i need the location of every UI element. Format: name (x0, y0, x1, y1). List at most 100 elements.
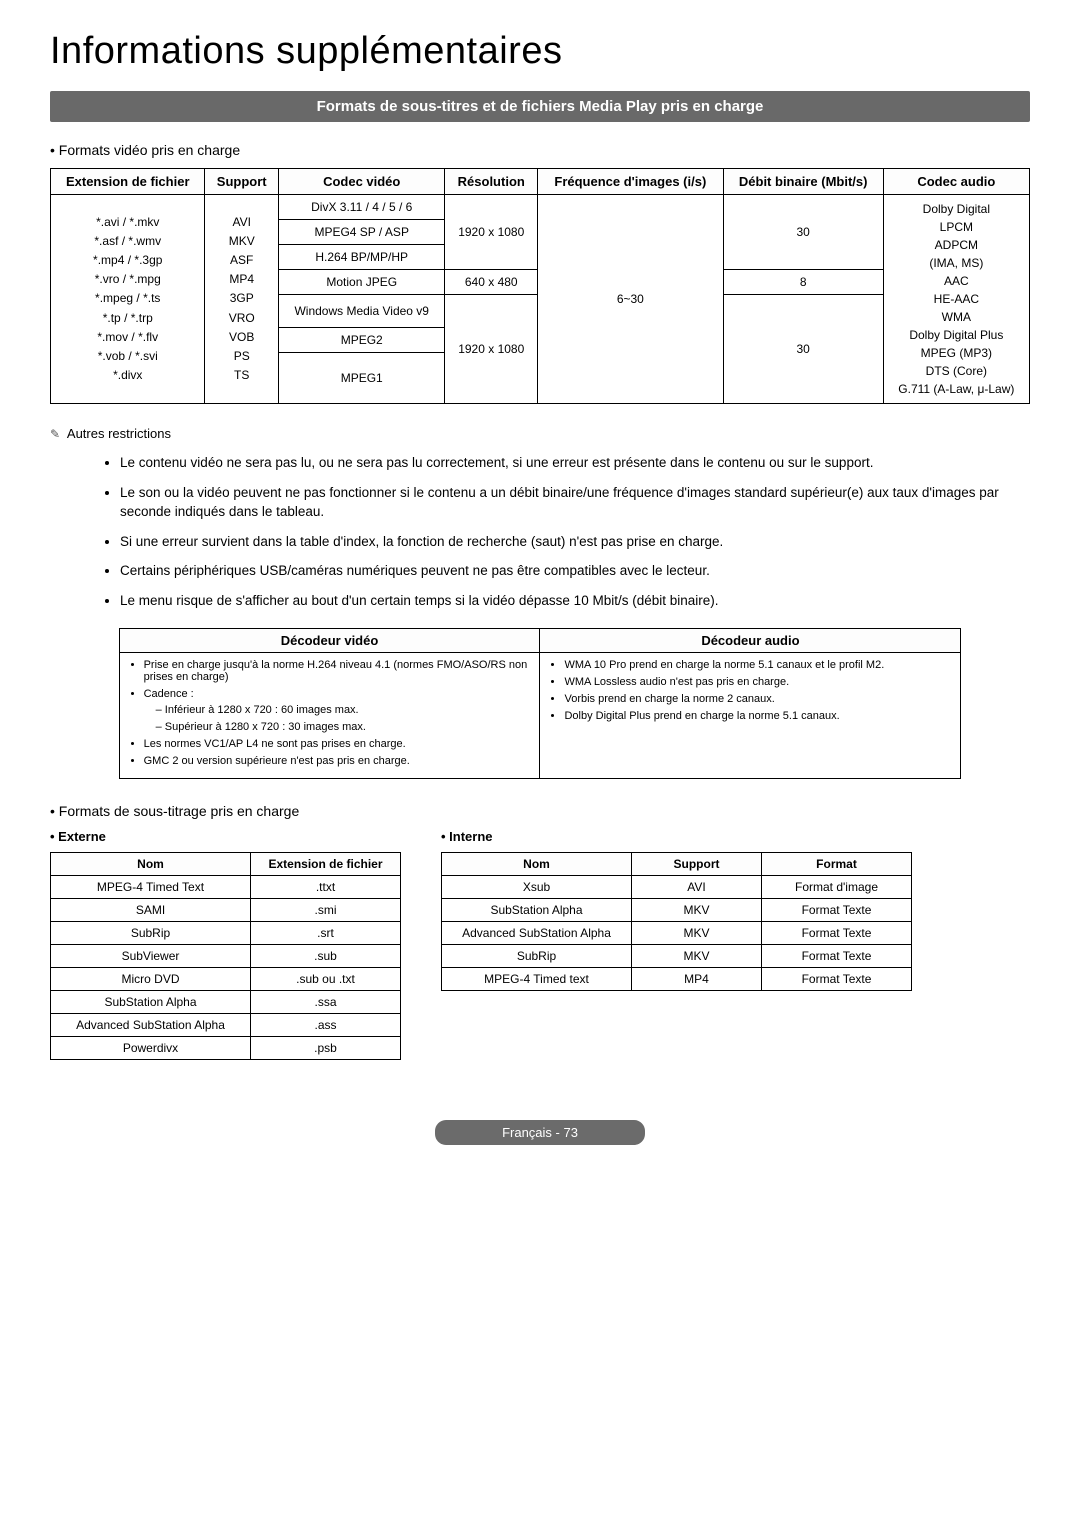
page-title: Informations supplémentaires (50, 30, 1030, 73)
table-cell: Format d'image (762, 876, 912, 899)
interne-section: Interne Nom Support Format XsubAVIFormat… (441, 829, 912, 1060)
decoder-audio-item: Dolby Digital Plus prend en charge la no… (564, 710, 950, 722)
table-row: Advanced SubStation Alpha.ass (51, 1014, 401, 1037)
cell-bitrate2: 8 (723, 270, 883, 295)
restriction-item: Si une erreur survient dans la table d'i… (120, 532, 1030, 552)
codec-row: MPEG2 (278, 328, 445, 353)
table-cell: Format Texte (762, 922, 912, 945)
table-row: XsubAVIFormat d'image (442, 876, 912, 899)
externe-section: Externe Nom Extension de fichier MPEG-4 … (50, 829, 401, 1060)
th-freq: Fréquence d'images (i/s) (538, 169, 724, 195)
table-cell: MPEG-4 Timed text (442, 968, 632, 991)
cell-support: AVI MKV ASF MP4 3GP VRO VOB PS TS (205, 195, 278, 404)
table-cell: .ttxt (251, 876, 401, 899)
codec-row: Motion JPEG (278, 270, 445, 295)
table-cell: SubRip (442, 945, 632, 968)
decoder-video-subitem: Inférieur à 1280 x 720 : 60 images max. (156, 704, 530, 716)
table-row: Micro DVD.sub ou .txt (51, 968, 401, 991)
th-ext-nom: Nom (51, 853, 251, 876)
table-row: SubStation Alpha.ssa (51, 991, 401, 1014)
subtitles-heading: Formats de sous-titrage pris en charge (50, 803, 1030, 819)
table-row: SubRip.srt (51, 922, 401, 945)
table-cell: .sub ou .txt (251, 968, 401, 991)
th-bitrate: Débit binaire (Mbit/s) (723, 169, 883, 195)
interne-table: Nom Support Format XsubAVIFormat d'image… (441, 852, 912, 991)
cell-res3: 1920 x 1080 (445, 295, 538, 404)
th-audio: Codec audio (883, 169, 1029, 195)
table-cell: Format Texte (762, 968, 912, 991)
cell-bitrate1: 30 (723, 195, 883, 270)
decoder-audio-item: WMA Lossless audio n'est pas pris en cha… (564, 676, 950, 688)
decoder-video-item: Prise en charge jusqu'à la norme H.264 n… (144, 659, 530, 683)
table-cell: Micro DVD (51, 968, 251, 991)
table-cell: MP4 (632, 968, 762, 991)
decoder-video-cell: Prise en charge jusqu'à la norme H.264 n… (119, 653, 540, 779)
table-cell: .ssa (251, 991, 401, 1014)
restriction-item: Le menu risque de s'afficher au bout d'u… (120, 591, 1030, 611)
codec-row: DivX 3.11 / 4 / 5 / 6 (278, 195, 445, 220)
restriction-item: Le contenu vidéo ne sera pas lu, ou ne s… (120, 453, 1030, 473)
decoder-audio-item: Vorbis prend en charge la norme 2 canaux… (564, 693, 950, 705)
table-cell: MKV (632, 945, 762, 968)
th-ext-ext: Extension de fichier (251, 853, 401, 876)
restrictions-heading: ✎ Autres restrictions (50, 426, 1030, 441)
th-decoder-audio: Décodeur audio (540, 629, 961, 653)
th-ext: Extension de fichier (51, 169, 205, 195)
table-cell: MKV (632, 922, 762, 945)
cell-bitrate3: 30 (723, 295, 883, 404)
externe-label: Externe (50, 829, 401, 844)
codec-row: H.264 BP/MP/HP (278, 245, 445, 270)
table-row: SubViewer.sub (51, 945, 401, 968)
decoder-video-item: Les normes VC1/AP L4 ne sont pas prises … (144, 738, 530, 750)
table-cell: .srt (251, 922, 401, 945)
table-cell: MPEG-4 Timed Text (51, 876, 251, 899)
decoder-table: Décodeur vidéo Décodeur audio Prise en c… (119, 628, 962, 779)
table-cell: Xsub (442, 876, 632, 899)
interne-label: Interne (441, 829, 912, 844)
cell-audio: Dolby Digital LPCM ADPCM (IMA, MS) AAC H… (883, 195, 1029, 404)
table-cell: Format Texte (762, 899, 912, 922)
table-row: SubStation AlphaMKVFormat Texte (442, 899, 912, 922)
table-row: SubRipMKVFormat Texte (442, 945, 912, 968)
cell-ext: *.avi / *.mkv *.asf / *.wmv *.mp4 / *.3g… (51, 195, 205, 404)
restriction-item: Certains périphériques USB/caméras numér… (120, 561, 1030, 581)
decoder-video-subitem: Supérieur à 1280 x 720 : 30 images max. (156, 721, 530, 733)
codec-row: MPEG4 SP / ASP (278, 220, 445, 245)
table-cell: SubViewer (51, 945, 251, 968)
table-cell: Powerdivx (51, 1037, 251, 1060)
decoder-video-item: Cadence : Inférieur à 1280 x 720 : 60 im… (144, 688, 530, 733)
cell-res1: 1920 x 1080 (445, 195, 538, 270)
table-row: Powerdivx.psb (51, 1037, 401, 1060)
table-cell: Format Texte (762, 945, 912, 968)
video-formats-table: Extension de fichier Support Codec vidéo… (50, 168, 1030, 404)
codec-row: MPEG1 (278, 353, 445, 404)
th-int-format: Format (762, 853, 912, 876)
table-cell: .smi (251, 899, 401, 922)
table-cell: SubRip (51, 922, 251, 945)
cell-freq: 6~30 (538, 195, 724, 404)
th-resolution: Résolution (445, 169, 538, 195)
table-cell: .ass (251, 1014, 401, 1037)
cell-res2: 640 x 480 (445, 270, 538, 295)
decoder-video-item: GMC 2 ou version supérieure n'est pas pr… (144, 755, 530, 767)
table-cell: .psb (251, 1037, 401, 1060)
note-icon: ✎ (50, 427, 64, 441)
table-cell: Advanced SubStation Alpha (51, 1014, 251, 1037)
th-int-nom: Nom (442, 853, 632, 876)
table-row: SAMI.smi (51, 899, 401, 922)
th-support: Support (205, 169, 278, 195)
table-row: MPEG-4 Timed textMP4Format Texte (442, 968, 912, 991)
codec-row: Windows Media Video v9 (278, 295, 445, 328)
th-codec: Codec vidéo (278, 169, 445, 195)
video-formats-heading: Formats vidéo pris en charge (50, 142, 1030, 158)
page-footer: Français - 73 (435, 1120, 645, 1145)
th-decoder-video: Décodeur vidéo (119, 629, 540, 653)
table-cell: SubStation Alpha (51, 991, 251, 1014)
restrictions-label-text: Autres restrictions (67, 426, 171, 441)
table-cell: MKV (632, 899, 762, 922)
decoder-audio-cell: WMA 10 Pro prend en charge la norme 5.1 … (540, 653, 961, 779)
table-row: Advanced SubStation AlphaMKVFormat Texte (442, 922, 912, 945)
section-banner: Formats de sous-titres et de fichiers Me… (50, 91, 1030, 122)
th-int-support: Support (632, 853, 762, 876)
table-cell: Advanced SubStation Alpha (442, 922, 632, 945)
